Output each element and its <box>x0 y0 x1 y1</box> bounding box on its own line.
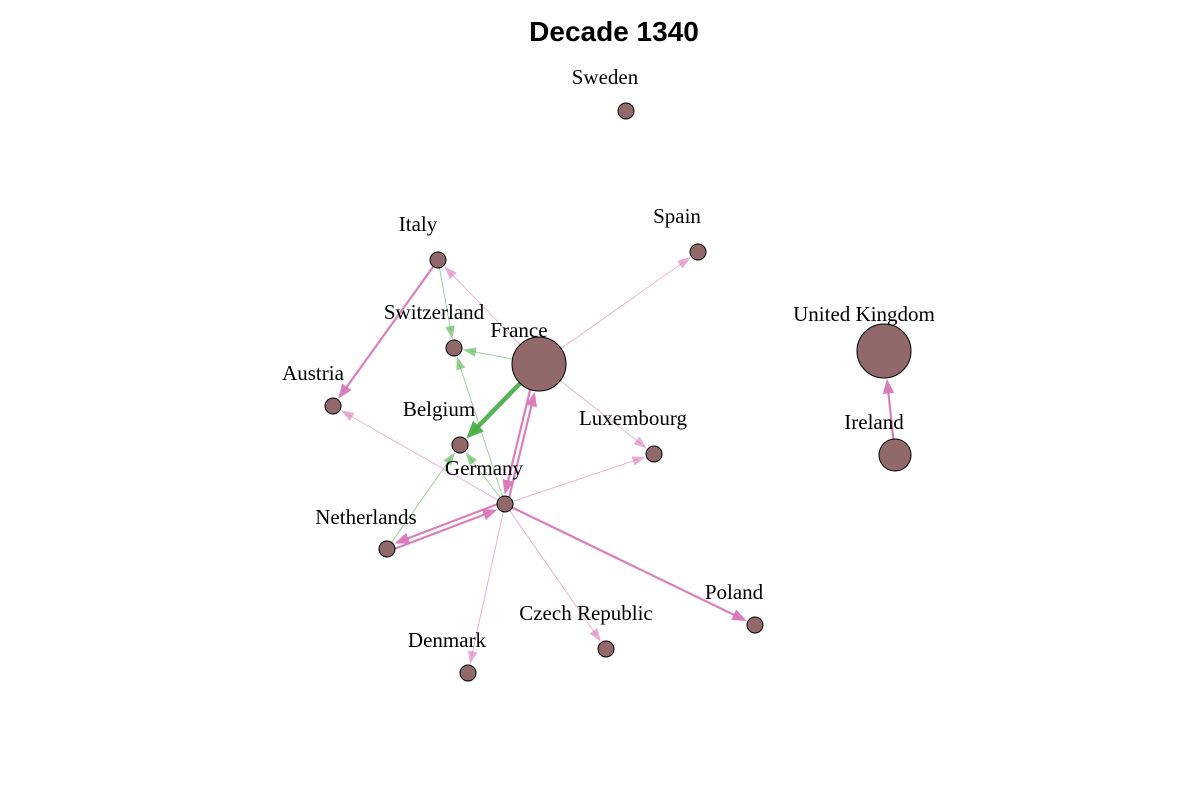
edge-germany-to-czech <box>509 510 597 636</box>
node-label-germany: Germany <box>445 456 524 480</box>
edge-france-to-belgium <box>470 381 522 435</box>
edge-germany-to-france <box>508 399 535 498</box>
arrowhead-france-to-italy <box>444 266 457 280</box>
node-label-poland: Poland <box>705 580 764 604</box>
edge-germany-to-netherlands <box>401 503 498 542</box>
node-ireland <box>878 438 912 472</box>
node-label-ireland: Ireland <box>844 410 904 434</box>
arrowhead-france-to-luxembourg <box>633 436 647 449</box>
edge-germany-to-belgium <box>469 458 501 498</box>
edge-france-to-germany <box>505 389 532 488</box>
arrowhead-germany-to-poland <box>731 609 747 622</box>
edge-germany-to-denmark <box>471 511 504 657</box>
arrowhead-italy-to-austria <box>338 383 352 399</box>
arrowhead-netherlands-to-germany <box>481 509 498 521</box>
node-luxembourg <box>645 445 663 463</box>
edge-germany-to-poland <box>511 506 741 619</box>
edge-ireland-to-uk <box>886 386 895 440</box>
arrowhead-germany-to-belgium <box>465 452 478 466</box>
edge-france-to-italy <box>449 271 521 345</box>
node-label-belgium: Belgium <box>403 397 475 421</box>
node-label-luxembourg: Luxembourg <box>579 406 688 430</box>
node-italy <box>429 251 447 269</box>
node-denmark <box>459 664 477 682</box>
node-uk <box>856 323 912 379</box>
arrowhead-ireland-to-uk <box>882 378 895 395</box>
edge-france-to-switzerland <box>470 350 513 360</box>
edge-germany-to-luxembourg <box>512 458 639 502</box>
node-netherlands <box>378 540 396 558</box>
node-sweden <box>617 102 635 120</box>
node-label-uk: United Kingdom <box>793 302 935 326</box>
node-label-denmark: Denmark <box>408 628 487 652</box>
edge-germany-to-austria <box>347 414 499 501</box>
arrowhead-germany-to-netherlands <box>394 532 411 544</box>
arrowhead-france-to-germany <box>502 479 514 495</box>
arrowhead-netherlands-to-belgium <box>443 452 455 466</box>
arrowhead-germany-to-luxembourg <box>631 456 646 466</box>
edge-france-to-luxembourg <box>559 380 641 444</box>
node-germany <box>496 495 514 513</box>
arrowhead-germany-to-switzerland <box>456 356 466 371</box>
node-label-netherlands: Netherlands <box>315 505 416 529</box>
node-label-italy: Italy <box>399 212 438 236</box>
node-label-switzerland: Switzerland <box>384 300 485 324</box>
node-poland <box>746 616 764 634</box>
node-czech <box>597 640 615 658</box>
graph-title: Decade 1340 <box>529 16 699 47</box>
node-label-france: France <box>490 318 547 342</box>
node-belgium <box>451 436 469 454</box>
nodes-layer <box>324 102 912 682</box>
edge-germany-to-switzerland <box>458 364 503 497</box>
arrowhead-germany-to-austria <box>340 410 355 422</box>
arrowhead-france-to-spain <box>677 257 691 269</box>
arrowhead-germany-to-france <box>525 391 537 408</box>
node-label-sweden: Sweden <box>572 65 639 89</box>
arrowhead-france-to-switzerland <box>462 347 477 357</box>
node-switzerland <box>445 339 463 357</box>
edge-italy-to-austria <box>342 265 435 393</box>
node-france <box>511 336 567 392</box>
arrowhead-france-to-belgium <box>466 420 484 439</box>
arrowhead-germany-to-czech <box>589 628 601 642</box>
node-label-austria: Austria <box>282 361 345 385</box>
edge-france-to-spain <box>560 261 685 349</box>
edge-netherlands-to-belgium <box>391 458 451 543</box>
edge-netherlands-to-germany <box>394 511 491 550</box>
node-austria <box>324 397 342 415</box>
edge-italy-to-switzerland <box>438 267 452 332</box>
node-spain <box>689 243 707 261</box>
node-label-spain: Spain <box>653 204 701 228</box>
arrowhead-italy-to-switzerland <box>445 325 455 340</box>
edges-layer <box>338 257 895 665</box>
arrowhead-germany-to-denmark <box>468 650 478 665</box>
node-label-czech: Czech Republic <box>519 601 653 625</box>
